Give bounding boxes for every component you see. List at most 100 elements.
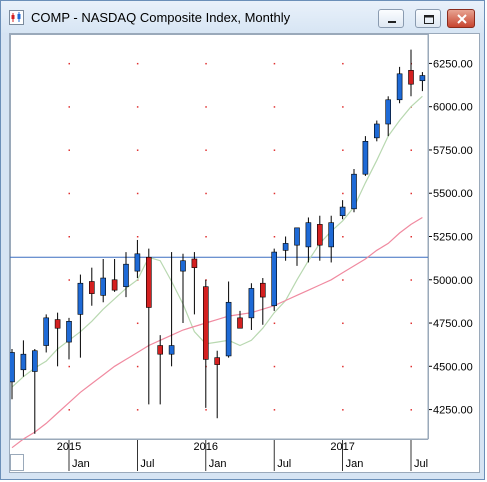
- moving-average-long-line[interactable]: [11, 216, 423, 449]
- y-tick-label: 5250.00: [433, 232, 473, 244]
- candle[interactable]: [100, 259, 106, 303]
- candle-body: [123, 263, 129, 287]
- grid-dot: [205, 409, 207, 411]
- grid-dot: [205, 149, 207, 151]
- grid-dot: [273, 192, 276, 195]
- candle[interactable]: [351, 169, 357, 213]
- candle[interactable]: [10, 349, 15, 400]
- candle[interactable]: [305, 217, 312, 263]
- minimize-icon: [388, 21, 396, 23]
- candle[interactable]: [89, 267, 95, 306]
- candle[interactable]: [339, 200, 346, 220]
- candle[interactable]: [328, 215, 335, 263]
- y-tick-label: 5750.00: [433, 145, 473, 157]
- grid-dot: [205, 192, 207, 195]
- candle-body: [305, 222, 312, 248]
- candle[interactable]: [294, 227, 300, 266]
- candle-body: [396, 73, 403, 101]
- grid-dot: [68, 192, 70, 195]
- title-bar[interactable]: COMP - NASDAQ Composite Index, Monthly: [1, 1, 484, 33]
- grid-dot: [68, 279, 70, 281]
- grid-dot: [68, 236, 70, 238]
- candle[interactable]: [408, 49, 414, 97]
- candle[interactable]: [271, 248, 278, 311]
- chart-app-icon: [9, 10, 24, 25]
- candle[interactable]: [31, 349, 38, 434]
- grid-dot: [273, 236, 276, 238]
- candle[interactable]: [373, 120, 380, 142]
- grid-dot: [342, 409, 344, 411]
- candle[interactable]: [43, 314, 50, 353]
- candle[interactable]: [316, 215, 323, 261]
- grid-dot: [273, 365, 276, 368]
- grid-dot: [342, 236, 344, 238]
- candle[interactable]: [214, 350, 220, 419]
- candle-body: [419, 75, 426, 82]
- y-tick-label: 5000.00: [433, 275, 473, 287]
- candle-body: [373, 123, 380, 139]
- x-year-label: 2017: [330, 441, 354, 453]
- grid-dot: [273, 62, 276, 65]
- candle[interactable]: [20, 340, 27, 377]
- candle-body: [89, 281, 95, 294]
- candlestick-chart[interactable]: 4250.00 4500.00 4750.00 5000.00 5250.00 5500.…: [10, 34, 479, 472]
- candle[interactable]: [66, 317, 72, 360]
- maximize-button[interactable]: [415, 9, 441, 28]
- candle[interactable]: [111, 259, 118, 292]
- grid-dot: [68, 106, 70, 108]
- candle[interactable]: [362, 136, 369, 176]
- y-tick-label: 6000.00: [433, 102, 473, 114]
- candle[interactable]: [157, 335, 163, 405]
- grid-dot: [136, 236, 139, 238]
- candle-body: [54, 319, 61, 329]
- candle-body: [168, 345, 175, 355]
- chart-panel[interactable]: 4250.00 4500.00 4750.00 5000.00 5250.00 5500.…: [9, 33, 480, 473]
- grid-dot: [205, 62, 207, 65]
- grid-dot: [273, 106, 276, 108]
- candle-body: [134, 253, 141, 272]
- candle[interactable]: [225, 281, 232, 358]
- candle-body: [316, 224, 323, 246]
- candle-body: [328, 222, 335, 248]
- close-button[interactable]: [447, 9, 475, 28]
- candle[interactable]: [134, 239, 141, 279]
- candle[interactable]: [248, 283, 255, 330]
- candle[interactable]: [282, 236, 289, 261]
- grid-dot: [342, 62, 344, 65]
- y-tick-label: 6250.00: [433, 58, 473, 70]
- candle-body: [111, 279, 118, 291]
- candle[interactable]: [123, 252, 129, 298]
- grid-dot: [410, 279, 412, 281]
- grid-dot: [273, 149, 276, 151]
- moving-average-short-line[interactable]: [11, 95, 423, 388]
- candle[interactable]: [54, 312, 61, 367]
- candle-body: [10, 352, 15, 383]
- grid-dot: [342, 279, 344, 281]
- scroll-corner-box[interactable]: [10, 454, 24, 471]
- candle[interactable]: [191, 252, 198, 315]
- candle[interactable]: [180, 253, 186, 324]
- candle[interactable]: [396, 66, 403, 104]
- grid-dot: [205, 106, 207, 108]
- window-title: COMP - NASDAQ Composite Index, Monthly: [31, 10, 291, 25]
- candle[interactable]: [260, 278, 266, 325]
- x-month-label: Jan: [346, 458, 364, 470]
- y-tick-label: 4500.00: [433, 361, 473, 373]
- grid-dot: [136, 322, 139, 325]
- candle[interactable]: [385, 96, 392, 137]
- candle[interactable]: [237, 310, 243, 329]
- candle[interactable]: [203, 279, 209, 408]
- grid-dot: [68, 149, 70, 151]
- candle[interactable]: [146, 248, 152, 405]
- candle-body: [351, 173, 357, 210]
- grid-dot: [68, 365, 70, 368]
- candle-body: [339, 206, 346, 217]
- candle[interactable]: [168, 252, 175, 367]
- minimize-button[interactable]: [378, 9, 404, 28]
- candle[interactable]: [77, 274, 84, 358]
- grid-dot: [136, 365, 139, 368]
- candle-body: [271, 251, 278, 307]
- candle-body: [248, 288, 255, 319]
- candle[interactable]: [419, 72, 426, 92]
- x-month-label: Jul: [277, 458, 291, 470]
